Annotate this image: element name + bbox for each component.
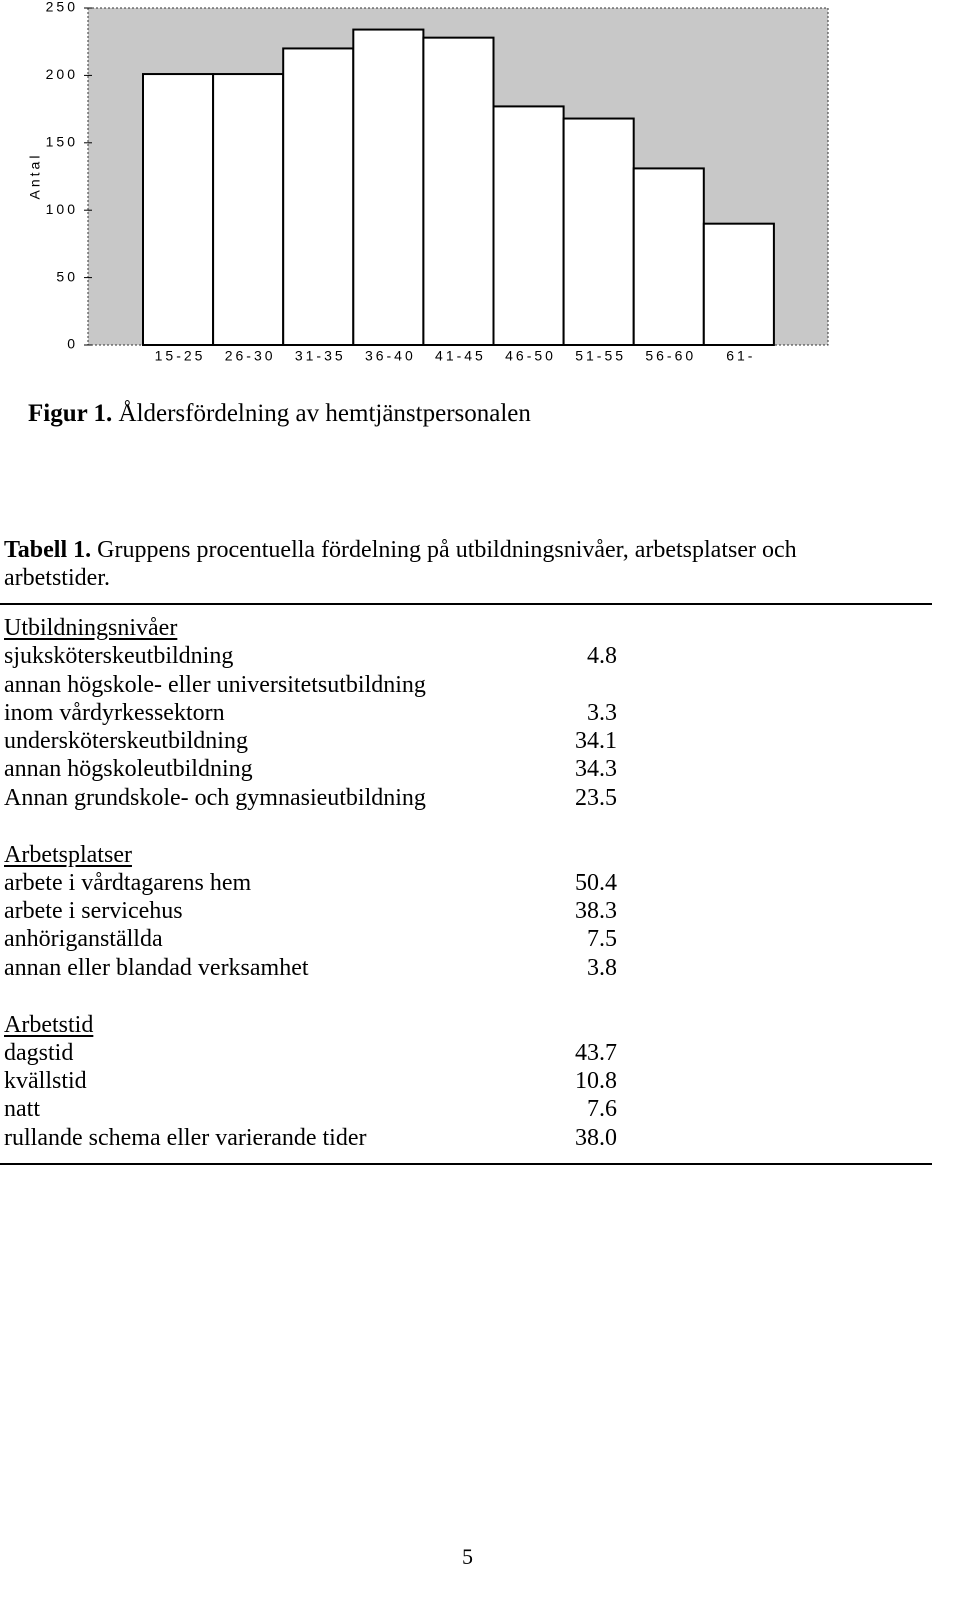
bar <box>352 28 425 347</box>
table-row: inom vårdyrkessektorn 3.3 <box>4 699 617 727</box>
figure-text: Åldersfördelning av hemtjänstpersonalen <box>118 400 531 427</box>
bottom-rule <box>0 1163 932 1165</box>
x-tick-label: 36-40 <box>365 348 416 364</box>
section-heading: Arbetsplatser <box>4 841 132 868</box>
bar <box>422 36 495 346</box>
section-header-row: Arbetstid <box>4 1011 617 1039</box>
section-heading: Arbetstid <box>4 1011 94 1038</box>
x-tick-label: 56-60 <box>645 348 696 364</box>
y-tick-label: 200 <box>46 66 78 82</box>
y-tick-label: 0 <box>67 336 78 352</box>
table-row: rullande schema eller varierande tider 38… <box>4 1124 617 1152</box>
section-header-row: Utbildningsnivåer <box>4 614 617 642</box>
table-row: annan eller blandad verksamhet 3.8 <box>4 954 617 982</box>
table-row: sjuksköterskeutbildning 4.8 <box>4 642 617 670</box>
x-tick-label: 61- <box>726 348 755 364</box>
table: Utbildningsnivåer sjuksköterskeutbildning… <box>4 614 617 1181</box>
table-row: arbete i vårdtagarens hem 50.4 <box>4 869 617 897</box>
top-rule <box>0 603 932 605</box>
y-tick-label: 100 <box>46 201 78 217</box>
y-tick-label: 50 <box>56 268 78 284</box>
bar <box>212 73 285 346</box>
table-row: anhöriganställda 7.5 <box>4 925 617 953</box>
row-label: sjuksköterskeutbildning <box>4 643 234 670</box>
table-section: Utbildningsnivåer sjuksköterskeutbildning… <box>4 614 617 812</box>
row-label: rullande schema eller varierande tider <box>4 1124 367 1151</box>
row-label: annan högskole- eller universitetsutbild… <box>4 671 426 698</box>
table-row: kvällstid 10.8 <box>4 1067 617 1095</box>
row-value: 38.0 <box>575 1124 617 1151</box>
row-label: inom vårdyrkessektorn <box>4 699 225 726</box>
row-label: arbete i vårdtagarens hem <box>4 869 252 896</box>
table-row: Annan grundskole- och gymnasieutbildning… <box>4 784 617 812</box>
row-value: 3.3 <box>587 699 617 726</box>
table-section: Arbetstid dagstid 43.7 kvällstid 10.8 natt 7.6… <box>4 1011 617 1152</box>
x-tick-label: 41-45 <box>435 348 486 364</box>
bar <box>282 47 355 346</box>
row-value: 23.5 <box>575 784 617 811</box>
section-heading: Utbildningsnivåer <box>4 615 178 641</box>
row-value: 4.8 <box>587 643 617 670</box>
table-row: arbete i servicehus 38.3 <box>4 897 617 925</box>
row-label: Annan grundskole- och gymnasieutbildning <box>4 784 426 811</box>
y-tick-label: 150 <box>46 134 78 150</box>
row-value: 7.5 <box>587 926 617 953</box>
figure-label: Figur 1. <box>28 400 113 427</box>
table-row: annan högskole- eller universitetsutbild… <box>4 671 617 699</box>
row-label: undersköterskeutbildning <box>4 728 248 755</box>
section-header-row: Arbetsplatser <box>4 841 617 869</box>
figure-caption: Figur 1. Åldersfördelning av hemtjänstpe… <box>28 400 531 428</box>
bar <box>632 167 705 346</box>
table-row: annan högskoleutbildning 34.3 <box>4 755 617 783</box>
row-label: anhöriganställda <box>4 926 163 953</box>
table-section: Arbetsplatser arbete i vårdtagarens hem 50… <box>4 841 617 982</box>
row-value: 3.8 <box>587 954 617 981</box>
x-tick-label: 46-50 <box>505 348 556 364</box>
y-axis-label: Antal <box>27 153 43 200</box>
bar <box>142 73 215 346</box>
row-value: 43.7 <box>575 1039 617 1066</box>
table-text: Gruppens procentuella fördelning på utbi… <box>4 537 797 591</box>
row-value: 38.3 <box>575 898 617 925</box>
row-value: 34.1 <box>575 728 617 755</box>
bar <box>562 117 635 347</box>
row-label: arbete i servicehus <box>4 898 183 925</box>
x-tick-label: 26-30 <box>225 348 276 364</box>
row-label: annan eller blandad verksamhet <box>4 954 309 981</box>
row-label: natt <box>4 1096 40 1123</box>
x-tick-label: 15-25 <box>155 348 206 364</box>
row-label: kvällstid <box>4 1068 87 1095</box>
row-value: 50.4 <box>575 869 617 896</box>
x-tick-label: 31-35 <box>295 348 346 364</box>
row-value: 7.6 <box>587 1096 617 1123</box>
bar <box>702 222 775 346</box>
y-tick-label: 250 <box>46 0 78 15</box>
chart: Antal 0 50 100 150 200 250 15-25 26-30 31-35 36-4… <box>27 0 829 364</box>
table-caption: Tabell 1. Gruppens procentuella fördelni… <box>4 536 904 592</box>
table-row: natt 7.6 <box>4 1095 617 1123</box>
page-number: 5 <box>462 1544 473 1569</box>
row-label: dagstid <box>4 1039 74 1066</box>
row-label: annan högskoleutbildning <box>4 756 253 783</box>
x-tick-label: 51-55 <box>575 348 626 364</box>
row-value: 10.8 <box>575 1068 617 1095</box>
table-label: Tabell 1. <box>4 537 92 563</box>
bar <box>492 105 565 346</box>
table-row: dagstid 43.7 <box>4 1039 617 1067</box>
table-row: undersköterskeutbildning 34.1 <box>4 727 617 755</box>
row-value: 34.3 <box>575 756 617 783</box>
